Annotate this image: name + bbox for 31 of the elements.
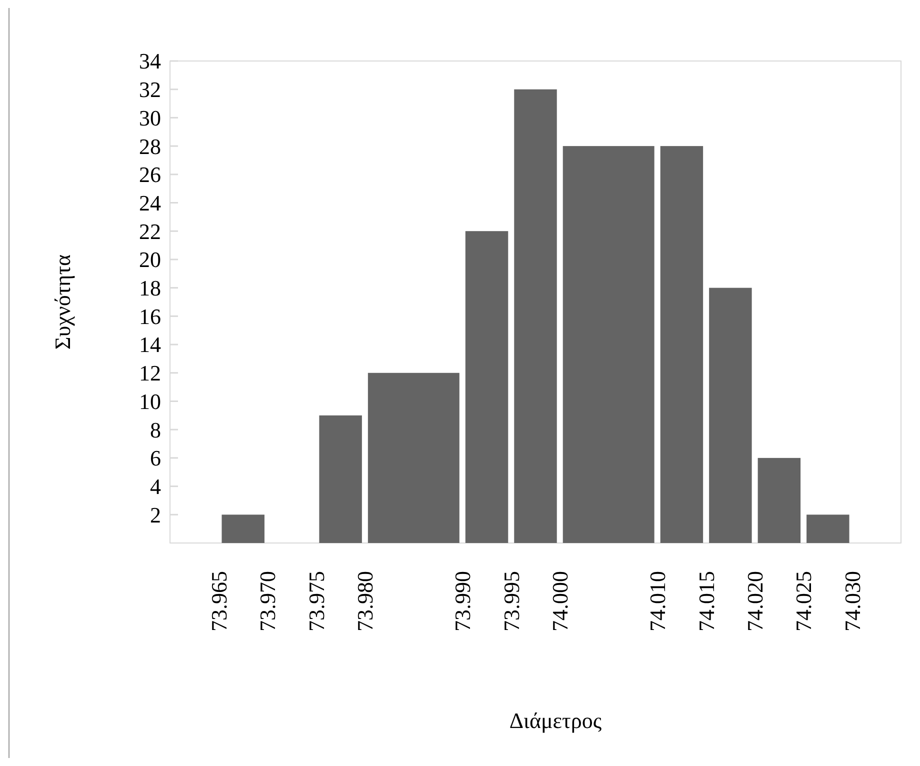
y-tick-label: 14 (139, 332, 161, 358)
y-tick-label: 16 (139, 304, 161, 329)
y-tick-label: 4 (150, 474, 161, 499)
y-tick-label: 2 (150, 502, 161, 528)
y-tick-label: 8 (150, 417, 161, 442)
x-tick-label: 74.025 (791, 571, 816, 632)
y-tick-label: 26 (139, 162, 161, 188)
y-tick-label: 24 (139, 190, 161, 216)
x-tick-label: 74.020 (742, 571, 768, 632)
y-tick-label: 12 (139, 360, 161, 386)
y-tick-label: 30 (139, 105, 161, 130)
x-tick-label: 73.975 (304, 571, 329, 632)
x-tick-label: 74.030 (840, 571, 865, 632)
y-tick-label: 28 (139, 134, 161, 159)
y-axis-title: Συχνότητα (50, 254, 75, 350)
x-tick-label: 73.965 (206, 571, 232, 632)
y-tick-label: 10 (139, 388, 161, 414)
x-tick-label: 73.970 (255, 571, 280, 632)
y-tick-label: 18 (139, 276, 161, 301)
x-tick-label: 74.000 (548, 571, 573, 632)
x-tick-label: 73.990 (450, 571, 476, 632)
x-axis-title: Διάμετρος (509, 708, 602, 733)
y-tick-label: 22 (139, 218, 161, 244)
x-tick-label: 74.010 (645, 571, 670, 632)
y-tick-label: 20 (139, 247, 161, 272)
y-tick-label: 6 (150, 446, 161, 471)
x-tick-label: 73.995 (498, 571, 524, 632)
x-tick-label: 73.980 (352, 571, 378, 632)
y-tick-label: 32 (139, 77, 161, 102)
x-tick-label: 74.015 (694, 571, 719, 632)
y-tick-label: 34 (139, 48, 161, 74)
